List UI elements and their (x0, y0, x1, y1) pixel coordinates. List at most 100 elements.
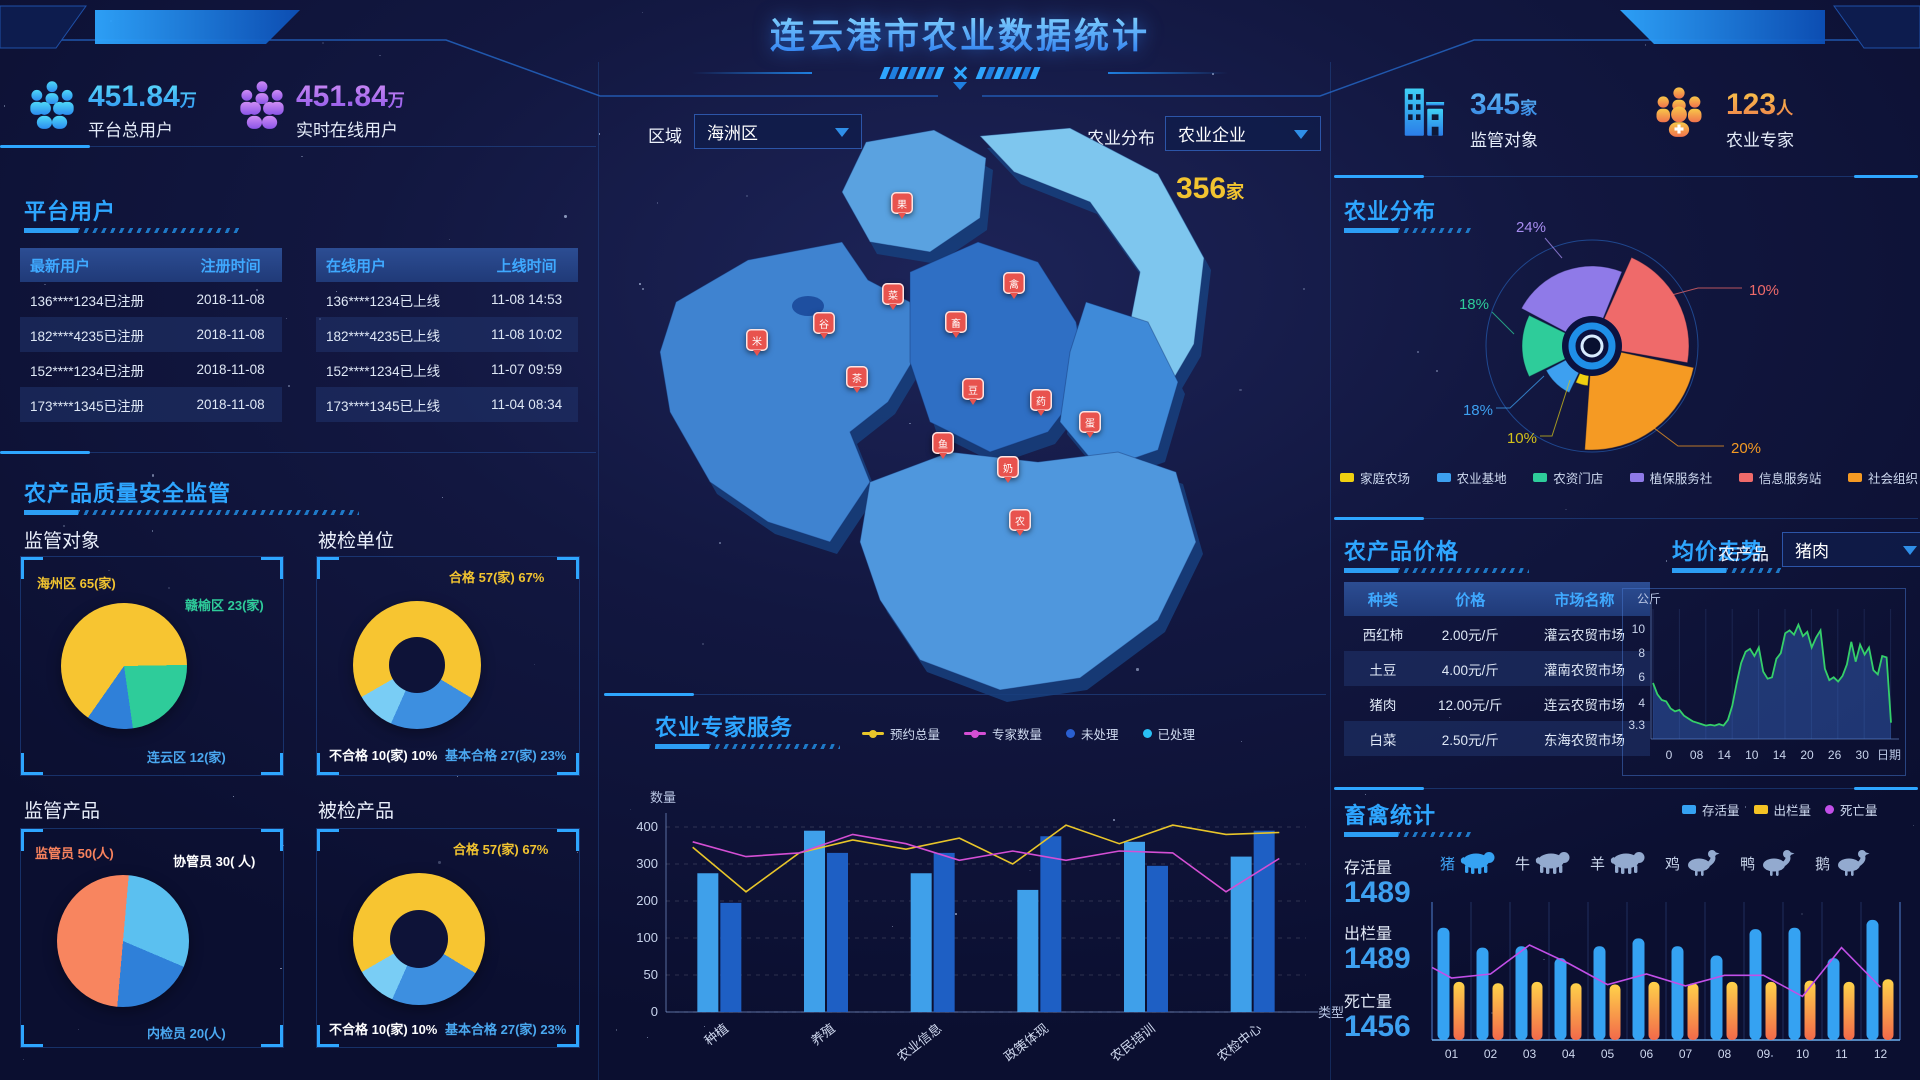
svg-text:300: 300 (636, 856, 658, 871)
inspected-products-donut[interactable] (353, 873, 485, 1005)
online-users-table: 在线用户 上线时间 136****1234已上线 11-08 14:53 182****… (316, 248, 578, 422)
legend-item[interactable]: 死亡量 (1825, 800, 1878, 819)
map-pin[interactable]: 药 (1030, 389, 1052, 411)
map-pin[interactable]: 谷 (813, 312, 835, 334)
legend-item[interactable]: 家庭农场 (1340, 468, 1410, 487)
table-row: 猪肉 12.00元/斤 连云农贸市场 (1344, 686, 1650, 721)
table-row: 152****1234已注册 2018-11-08 (20, 352, 282, 387)
supervision-products-pie[interactable] (57, 875, 189, 1007)
legend-item[interactable]: 社会组织 (1848, 468, 1918, 487)
svg-text:18%: 18% (1459, 296, 1489, 313)
page-title: 连云港市农业数据统计 (0, 8, 1920, 59)
legend-item[interactable]: 出栏量 (1754, 800, 1812, 819)
inspected-units-donut[interactable] (353, 601, 481, 729)
column-header: 价格 (1422, 589, 1519, 610)
map-pin[interactable]: 果 (891, 192, 913, 214)
product-filter-label: 农产品 (1718, 540, 1769, 565)
expert-service-chart: 0 50 100 200 300 400 种植 养殖 农业信息 政策体现 农民培训 农检中心 数量类型 (630, 762, 1330, 1062)
map-pin[interactable]: 豆 (962, 378, 984, 400)
svg-text:14: 14 (1718, 748, 1732, 762)
map-pin[interactable]: 奶 (997, 456, 1019, 478)
map-pin[interactable]: 禽 (1003, 272, 1025, 294)
slaughter-label: 出栏量 (1344, 920, 1392, 944)
table-row: 182****4235已上线 11-08 10:02 (316, 317, 578, 352)
region-map[interactable] (618, 120, 1318, 720)
pie-label: 监管员 50(人) (35, 843, 114, 862)
svg-text:公斤: 公斤 (1637, 592, 1661, 606)
separator (0, 146, 596, 147)
svg-text:100: 100 (636, 930, 658, 945)
svg-text:06: 06 (1640, 1047, 1654, 1061)
pie-label: 基本合格 27(家) 23% (445, 1019, 566, 1038)
map-pin[interactable]: 米 (746, 329, 768, 351)
svg-text:数量: 数量 (650, 790, 676, 805)
svg-text:政策体现: 政策体现 (1001, 1021, 1051, 1065)
animal-tab-pig[interactable]: 猪 (1440, 848, 1497, 878)
legend-item[interactable]: 未处理 (1066, 724, 1119, 743)
supervision-objects-pie[interactable] (61, 603, 187, 729)
column-header: 在线用户 (316, 255, 475, 276)
legend-item[interactable]: 存活量 (1682, 800, 1740, 819)
goat-icon (1609, 848, 1647, 878)
table-row: 173****1345已注册 2018-11-08 (20, 387, 282, 422)
svg-text:03: 03 (1523, 1047, 1537, 1061)
expert-service-legend[interactable]: 预约总量 专家数量 未处理 已处理 (862, 724, 1219, 743)
livestock-legend[interactable]: 存活量 出栏量 死亡量 (1682, 800, 1892, 819)
map-pin[interactable]: 茶 (846, 366, 868, 388)
section-title-price: 农产品价格 (1344, 534, 1459, 566)
svg-text:400: 400 (636, 819, 658, 834)
svg-text:08: 08 (1690, 748, 1704, 762)
svg-text:10: 10 (1745, 748, 1759, 762)
legend-item[interactable]: 植保服务社 (1630, 468, 1713, 487)
table-row: 白菜 2.50元/斤 东海农贸市场 (1344, 721, 1650, 756)
legend-item[interactable]: 已处理 (1143, 724, 1196, 743)
legend-item[interactable]: 农业基地 (1437, 468, 1507, 487)
svg-text:0: 0 (651, 1004, 658, 1019)
legend-item[interactable]: 农资门店 (1533, 468, 1603, 487)
animal-tab-chicken[interactable]: 鸡 (1665, 848, 1722, 878)
pig-icon (1459, 848, 1497, 878)
cow-icon (1534, 848, 1572, 878)
experts-count-value: 123人 (1726, 88, 1793, 122)
supervision-products-card: 监管员 50(人) 协管员 30( 人) 内检员 20(人) (20, 828, 284, 1048)
legend-item[interactable]: 专家数量 (964, 724, 1042, 743)
svg-text:农检中心: 农检中心 (1214, 1021, 1264, 1065)
separator (1334, 788, 1918, 789)
death-label: 死亡量 (1344, 988, 1392, 1012)
map-pin[interactable]: 畜 (945, 311, 967, 333)
pie-label: 不合格 10(家) 10% (329, 745, 437, 764)
svg-text:30: 30 (1856, 748, 1870, 762)
animal-tab-duck[interactable]: 鸭 (1740, 848, 1797, 878)
animal-tab-goose[interactable]: 鹅 (1815, 848, 1872, 878)
section-title-quality: 农产品质量安全监管 (24, 476, 231, 508)
left-panel-divider (598, 62, 599, 1080)
supervision-objects-card: 海州区 65(家) 赣榆区 23(家) 连云区 12(家) (20, 556, 284, 776)
map-pin[interactable]: 蛋 (1079, 411, 1101, 433)
pie-label: 海州区 65(家) (37, 573, 116, 592)
table-row: 182****4235已注册 2018-11-08 (20, 317, 282, 352)
animal-tab-goat[interactable]: 羊 (1590, 848, 1647, 878)
map-pin[interactable]: 鱼 (932, 432, 954, 454)
svg-text:50: 50 (644, 967, 658, 982)
product-dropdown[interactable]: 猪肉 (1782, 532, 1920, 567)
svg-text:01: 01 (1445, 1047, 1459, 1061)
legend-item[interactable]: 信息服务站 (1739, 468, 1822, 487)
agri-distribution-rose-chart[interactable]: 24% 10% 20% 10% 18% 18% (1442, 196, 1772, 501)
separator (1334, 518, 1918, 519)
right-panel-divider (1330, 62, 1331, 1080)
animal-tab-cow[interactable]: 牛 (1515, 848, 1572, 878)
table-row: 152****1234已上线 11-07 09:59 (316, 352, 578, 387)
svg-text:05: 05 (1601, 1047, 1615, 1061)
legend-item[interactable]: 预约总量 (862, 724, 940, 743)
column-header: 上线时间 (475, 255, 578, 276)
map-pin[interactable]: 农 (1009, 509, 1031, 531)
trend-chart-box: 公斤 10 8 6 4 3.3 0 08 14 10 14 20 26 30 日期 (1622, 588, 1906, 776)
price-trend-chart: 公斤 10 8 6 4 3.3 0 08 14 10 14 20 26 30 日期 (1623, 589, 1905, 775)
price-table: 种类 价格 市场名称 西红柿 2.00元/斤 灌云农贸市场 土豆 4.00元/斤 灌南农贸市场猪… (1344, 582, 1650, 756)
svg-text:农民培训: 农民培训 (1108, 1021, 1158, 1065)
svg-text:种植: 种植 (701, 1021, 731, 1049)
map-pin[interactable]: 菜 (882, 283, 904, 305)
slaughter-value: 1489 (1344, 942, 1411, 976)
agri-distribution-legend[interactable]: 家庭农场 农业基地 农资门店 植保服务社 信息服务站 社会组织 (1340, 468, 1918, 487)
svg-text:10%: 10% (1749, 282, 1779, 299)
